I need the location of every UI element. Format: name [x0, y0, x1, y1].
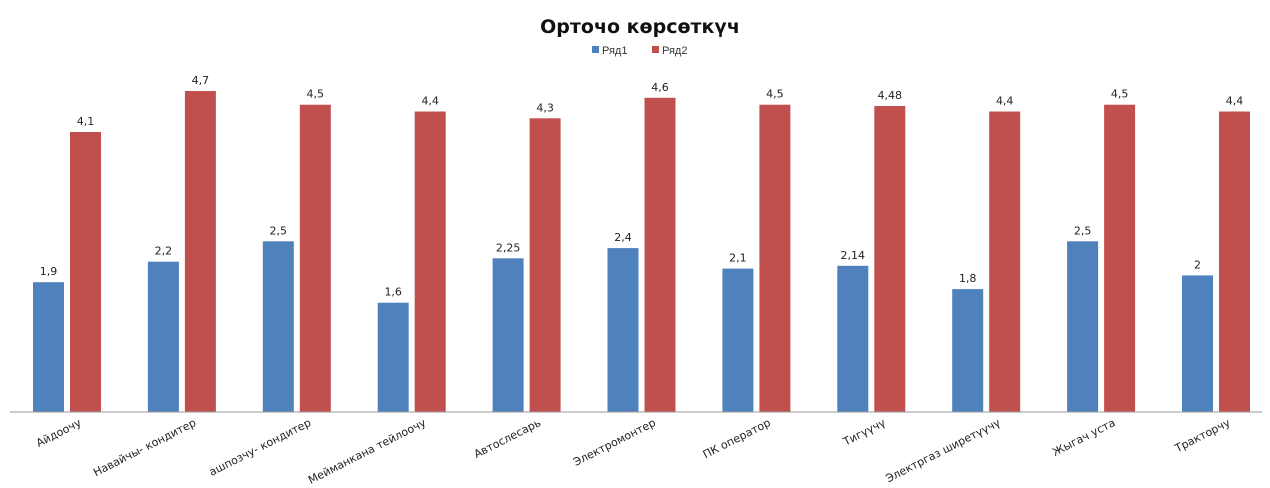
bar-series2-6	[644, 97, 676, 413]
data-label-series1-10: 2,5	[1074, 224, 1092, 237]
x-tick-label-3: ашпозчу- кондитер	[207, 416, 313, 479]
data-label-series1-4: 1,6	[384, 286, 402, 299]
data-label-series1-8: 2,14	[841, 249, 866, 262]
x-tick-label-11: Тракторчу	[1172, 416, 1233, 456]
x-tick-label-6: Электромонтер	[571, 416, 658, 469]
bar-series1-4	[377, 302, 409, 412]
bar-series1-3	[262, 241, 294, 413]
bar-series1-9	[952, 289, 984, 412]
bar-series2-9	[989, 111, 1021, 412]
data-label-series1-5: 2,25	[496, 241, 521, 254]
data-label-series2-11: 4,4	[1226, 95, 1244, 108]
data-label-series1-6: 2,4	[614, 231, 632, 244]
chart-legend: Ряд1 Ряд2	[592, 45, 687, 57]
data-label-series2-3: 4,5	[307, 88, 325, 101]
legend-label-1: Ряд1	[602, 45, 627, 57]
bar-series2-5	[529, 118, 561, 413]
data-label-series1-1: 1,9	[40, 265, 58, 278]
x-tick-label-5: Автослесарь	[472, 416, 543, 461]
legend-swatch-1	[592, 46, 599, 53]
bar-series1-8	[837, 265, 869, 412]
data-label-series2-10: 4,5	[1111, 88, 1129, 101]
data-label-series2-6: 4,6	[651, 81, 669, 94]
x-tick-label-10: Жыгач уста	[1050, 416, 1117, 459]
bar-series1-7	[722, 268, 754, 412]
data-label-series2-4: 4,4	[421, 95, 439, 108]
data-label-series2-8: 4,48	[878, 89, 903, 102]
bar-series2-1	[70, 132, 101, 412]
bar-series1-6	[607, 248, 639, 412]
legend-label-2: Ряд2	[662, 45, 687, 57]
bar-series1-11	[1182, 275, 1213, 412]
data-label-series1-9: 1,8	[959, 272, 977, 285]
x-tick-label-8: Тигүүчү	[840, 416, 888, 449]
bars-group	[33, 91, 1250, 413]
x-tick-label-1: Айдоочу	[34, 416, 84, 450]
data-labels-group: 1,9 4,1 2,2 4,7 2,5 4,5 1,6 4,4 2,25 4,3 2,4 4,6 2,1…	[40, 74, 1244, 299]
legend-swatch-2	[652, 46, 659, 53]
bar-series2-3	[299, 104, 331, 412]
x-tick-label-9: Электргаз ширетүүчү	[884, 416, 1003, 485]
data-label-series1-2: 2,2	[155, 245, 173, 258]
bar-series1-5	[492, 258, 524, 412]
data-label-series2-2: 4,7	[192, 74, 210, 87]
data-label-series2-1: 4,1	[77, 115, 95, 128]
x-tick-label-7: ПК оператор	[701, 416, 773, 461]
bar-series2-11	[1219, 111, 1250, 412]
data-label-series1-7: 2,1	[729, 252, 747, 265]
data-label-series2-7: 4,5	[766, 88, 784, 101]
x-tick-label-2: Навайчы- кондитер	[91, 416, 198, 479]
bar-series1-2	[147, 261, 179, 412]
chart-title: Орточо көрсөткүч	[540, 16, 740, 38]
bar-series1-10	[1067, 241, 1099, 413]
bar-series2-7	[759, 104, 791, 412]
x-tick-labels-group: Айдоочу Навайчы- кондитер ашпозчу- кондите…	[34, 416, 1233, 487]
data-label-series1-11: 2	[1194, 258, 1201, 271]
bar-series2-8	[874, 106, 906, 412]
data-label-series2-5: 4,3	[536, 101, 554, 114]
data-label-series2-9: 4,4	[996, 95, 1014, 108]
bar-series2-2	[184, 91, 216, 412]
x-tick-label-4: Мейманкана тейлоочу	[306, 416, 428, 487]
bar-series2-10	[1104, 104, 1136, 412]
bar-series1-1	[33, 282, 64, 412]
bar-series2-4	[414, 111, 446, 412]
data-label-series1-3: 2,5	[270, 224, 288, 237]
